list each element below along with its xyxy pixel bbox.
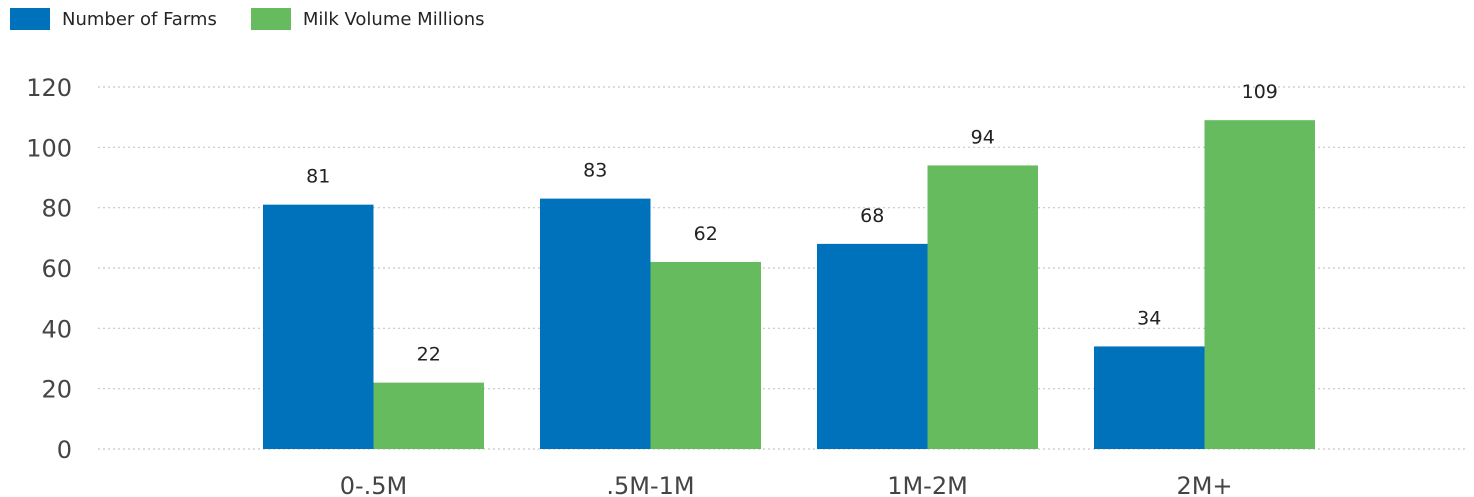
bar-milk[interactable] — [1204, 120, 1316, 449]
y-tick-label: 20 — [41, 376, 72, 404]
x-category-label: 0-.5M — [340, 472, 408, 497]
bar-farms[interactable] — [817, 243, 928, 449]
data-label: 22 — [417, 344, 441, 366]
x-category-label: 1M-2M — [887, 472, 968, 497]
data-label: 94 — [971, 126, 995, 148]
bar-milk[interactable] — [927, 165, 1039, 449]
y-tick-label: 60 — [41, 255, 72, 283]
legend-item-farms[interactable]: Number of Farms — [10, 8, 217, 30]
bar-farms[interactable] — [1094, 346, 1205, 449]
bar-farms[interactable] — [263, 204, 374, 449]
data-label: 68 — [860, 205, 884, 227]
y-tick-label: 100 — [26, 134, 72, 162]
data-label: 83 — [583, 160, 607, 182]
y-tick-label: 40 — [41, 315, 72, 343]
legend-item-milk[interactable]: Milk Volume Millions — [250, 8, 485, 30]
data-label: 34 — [1137, 307, 1161, 329]
chart-legend: Number of Farms Milk Volume Millions — [10, 8, 519, 30]
x-category-label: 2M+ — [1176, 472, 1232, 497]
bar-milk[interactable] — [373, 382, 485, 449]
legend-swatch-farms — [10, 8, 50, 30]
x-category-label: .5M-1M — [606, 472, 694, 497]
data-label: 109 — [1242, 81, 1278, 103]
legend-label-farms: Number of Farms — [62, 8, 217, 30]
y-tick-label: 120 — [26, 74, 72, 102]
data-label: 81 — [306, 166, 330, 188]
y-tick-label: 0 — [57, 436, 72, 464]
bar-farms[interactable] — [540, 198, 651, 449]
y-tick-label: 80 — [41, 195, 72, 223]
legend-swatch-milk — [250, 8, 291, 30]
bar-milk[interactable] — [650, 261, 762, 449]
data-label: 62 — [694, 223, 718, 245]
legend-label-milk: Milk Volume Millions — [302, 8, 485, 30]
